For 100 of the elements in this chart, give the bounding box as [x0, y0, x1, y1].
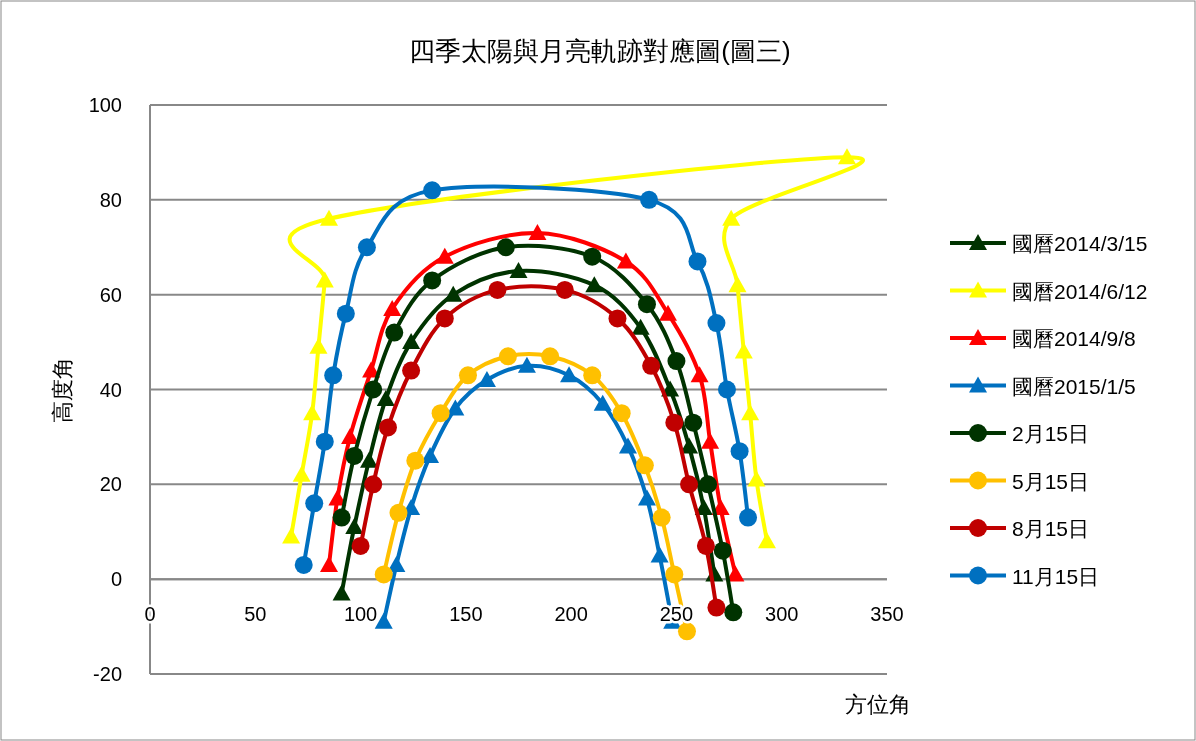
point	[315, 271, 334, 288]
point	[593, 394, 612, 411]
point	[757, 532, 776, 549]
point	[635, 456, 654, 475]
point	[680, 475, 699, 494]
point	[498, 347, 517, 366]
point	[640, 190, 659, 209]
point	[319, 209, 338, 226]
point	[616, 252, 635, 269]
point	[699, 475, 718, 494]
legend-label: 5月15日	[1012, 469, 1090, 493]
y-tick-label: 60	[99, 283, 122, 306]
point	[560, 366, 579, 383]
y-tick-label: 100	[88, 94, 122, 116]
point	[555, 280, 574, 299]
point	[665, 565, 684, 584]
point	[722, 209, 741, 226]
point	[423, 271, 442, 290]
point	[724, 603, 743, 622]
legend-label: 國曆2015/1/5	[1012, 374, 1136, 398]
point	[528, 224, 547, 241]
point	[309, 337, 328, 354]
point	[292, 465, 311, 482]
point	[659, 304, 678, 321]
point	[696, 536, 715, 555]
legend-label: 11月15日	[1012, 564, 1100, 588]
point	[387, 555, 406, 572]
y-tick-label: 40	[99, 378, 122, 401]
point	[488, 280, 507, 299]
x-tick-label: 350	[870, 603, 904, 626]
point	[690, 366, 709, 383]
point	[406, 451, 425, 470]
point	[717, 380, 736, 399]
point	[332, 508, 351, 527]
point	[351, 536, 370, 555]
point	[305, 494, 324, 513]
x-tick-label: 150	[449, 603, 483, 626]
point	[739, 508, 758, 527]
point	[509, 261, 528, 278]
point	[345, 518, 364, 535]
point	[642, 356, 661, 375]
point	[383, 299, 402, 316]
point	[637, 489, 656, 506]
y-tick-label: 80	[99, 188, 122, 211]
point	[734, 342, 753, 359]
point	[631, 318, 650, 335]
point	[608, 309, 627, 328]
point	[701, 432, 720, 449]
point	[402, 361, 421, 380]
point	[364, 380, 383, 399]
point	[707, 598, 726, 617]
chart-title: 四季太陽與月亮軌跡對應圖(圖三)	[409, 36, 791, 66]
x-tick-label: 0	[144, 603, 156, 626]
y-tick-label: 20	[99, 473, 122, 496]
legend-label: 2月15日	[1012, 422, 1090, 445]
point	[423, 181, 442, 200]
point	[728, 276, 747, 293]
point	[619, 437, 637, 454]
point	[385, 323, 404, 342]
point	[378, 418, 397, 437]
point	[315, 432, 334, 451]
point	[364, 475, 383, 494]
point	[517, 356, 536, 373]
y-tick-label: -20	[93, 663, 122, 685]
x-axis-title: 方位角	[845, 692, 911, 717]
point	[431, 404, 450, 423]
point	[357, 238, 376, 257]
y-tick-label: 0	[110, 568, 122, 591]
point	[332, 584, 351, 601]
y-axis-title: 高度角	[50, 356, 75, 423]
point	[374, 565, 393, 584]
point	[541, 347, 560, 366]
x-tick-label: 300	[765, 603, 799, 626]
point	[583, 247, 602, 266]
point	[741, 404, 760, 421]
point	[303, 404, 322, 421]
point	[612, 404, 631, 423]
point	[324, 366, 343, 385]
point	[713, 541, 732, 560]
x-tick-label: 200	[554, 603, 588, 626]
point	[376, 389, 395, 406]
point	[583, 366, 602, 385]
point	[282, 527, 301, 544]
point	[435, 247, 454, 264]
point	[294, 555, 313, 574]
point	[637, 295, 656, 314]
point	[402, 333, 421, 350]
point	[684, 413, 703, 432]
point	[747, 470, 766, 487]
point	[359, 451, 378, 468]
point	[837, 148, 856, 165]
legend-label: 國曆2014/3/15	[1012, 232, 1148, 255]
point	[688, 252, 707, 271]
point	[435, 309, 454, 328]
point	[652, 508, 671, 527]
point	[458, 366, 477, 385]
point	[345, 446, 364, 465]
legend-label: 國曆2014/6/12	[1012, 279, 1148, 303]
point	[730, 442, 749, 461]
legend-label: 8月15日	[1012, 517, 1090, 540]
